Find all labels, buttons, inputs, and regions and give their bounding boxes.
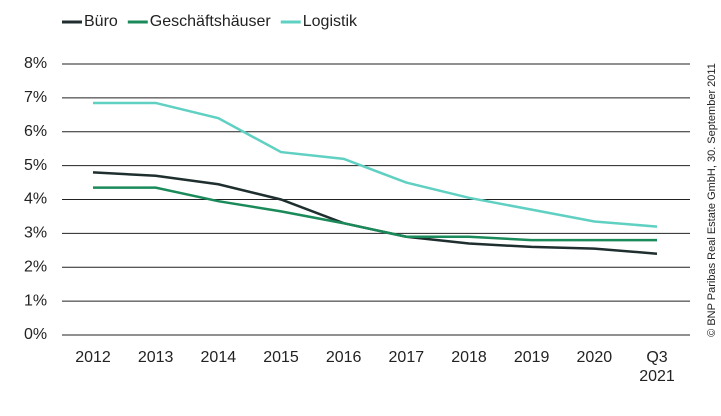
line-series [92, 171, 658, 255]
x-tick-label: 2019 [513, 349, 550, 366]
x-tick-label: 2016 [325, 349, 362, 366]
y-tick-label: 7% [24, 89, 47, 106]
x-tick-label: 2017 [388, 349, 425, 366]
y-tick-label: 0% [24, 326, 47, 343]
x-tick-label: 2020 [576, 349, 613, 366]
legend-label: Büro [84, 13, 118, 30]
line-series [93, 101, 658, 228]
y-tick-label: 2% [24, 258, 47, 275]
x-tick-label: 2018 [451, 349, 487, 366]
legend-label: Geschäftshäuser [150, 13, 272, 30]
y-tick-label: 4% [24, 191, 47, 208]
y-tick-label: 3% [24, 225, 47, 242]
y-tick-label: 8% [24, 55, 47, 72]
x-tick-label: Q3 2021 [639, 349, 675, 385]
legend-label: Logistik [303, 13, 358, 30]
y-tick-label: 1% [24, 292, 47, 309]
y-tick-label: 6% [24, 123, 47, 140]
x-tick-label: 2014 [200, 349, 237, 366]
x-tick-label: 2015 [263, 349, 299, 366]
x-tick-label: 2012 [75, 349, 111, 366]
x-tick-label: 2013 [137, 349, 174, 366]
line-series [93, 186, 657, 242]
source: © BNP Paribas Real Estate GmbH, 30. Sept… [706, 63, 718, 337]
y-tick-label: 5% [24, 157, 47, 174]
